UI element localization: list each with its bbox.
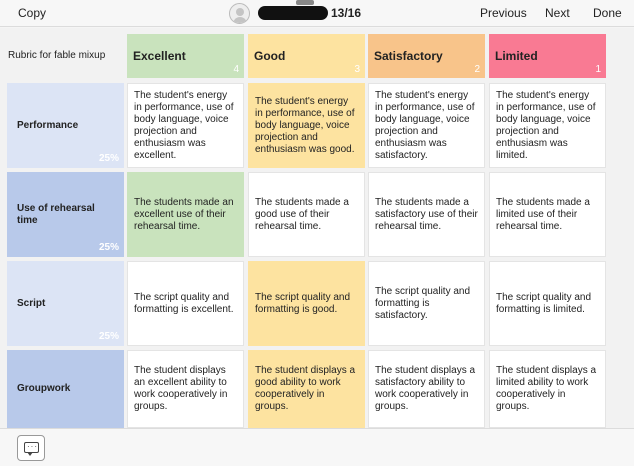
rubric-cell[interactable]: The script quality and formatting is exc… (127, 261, 244, 346)
cell-description: The student's energy in performance, use… (255, 95, 355, 155)
criterion-performance: Performance 25% (7, 83, 124, 168)
rubric-title: Rubric for fable mixup (8, 50, 106, 61)
cell-description: The student displays a good ability to w… (255, 365, 356, 412)
level-label: Limited (495, 49, 538, 63)
level-header-satisfactory: Satisfactory 2 (368, 34, 485, 78)
criterion-use-of-rehearsal-time: Use of rehearsal time 25% (7, 172, 124, 257)
level-label: Good (254, 49, 286, 63)
rubric-cell[interactable]: The students made a good use of their re… (248, 172, 365, 257)
cell-description: The students made a satisfactory use of … (375, 196, 478, 232)
rubric-cell[interactable]: The script quality and formatting is lim… (489, 261, 606, 346)
cell-description: The script quality and formatting is sat… (375, 285, 471, 321)
rubric-cell[interactable]: The student displays a limited ability t… (489, 350, 606, 428)
cell-description: The student displays a satisfactory abil… (375, 365, 476, 412)
level-score: 4 (233, 64, 239, 75)
student-avatar (229, 3, 250, 24)
criterion-script: Script 25% (7, 261, 124, 346)
level-score: 3 (354, 64, 360, 75)
cell-description: The script quality and formatting is goo… (255, 291, 351, 315)
previous-button[interactable]: Previous (480, 6, 527, 20)
cell-description: The script quality and formatting is lim… (496, 291, 592, 315)
student-counter: 13/16 (331, 6, 362, 20)
redacted-status-text (296, 0, 314, 5)
criterion-name: Performance (17, 119, 79, 131)
level-header-good: Good 3 (248, 34, 365, 78)
cell-description: The students made a limited use of their… (496, 196, 590, 232)
rubric-cell[interactable]: The student's energy in performance, use… (127, 83, 244, 168)
rubric-cell[interactable]: The student's energy in performance, use… (368, 83, 485, 168)
rubric-grid: Rubric for fable mixup Excellent 4 Good 3 Sa… (0, 28, 634, 428)
level-header-excellent: Excellent 4 (127, 34, 244, 78)
rubric-cell[interactable]: The script quality and formatting is sat… (368, 261, 485, 346)
bottom-toolbar: ··· (0, 428, 634, 466)
criterion-name: Use of rehearsal time (17, 202, 95, 226)
next-button[interactable]: Next (545, 6, 570, 20)
criterion-groupwork: Groupwork (7, 350, 124, 428)
rubric-cell[interactable]: The students made a limited use of their… (489, 172, 606, 257)
rubric-cell[interactable]: The student displays a satisfactory abil… (368, 350, 485, 428)
criterion-name: Script (17, 297, 46, 309)
rubric-cell[interactable]: The student displays a good ability to w… (248, 350, 365, 428)
level-label: Excellent (133, 49, 186, 63)
rubric-cell[interactable]: The student's energy in performance, use… (489, 83, 606, 168)
criterion-name: Groupwork (17, 383, 71, 394)
rubric-cell[interactable]: The script quality and formatting is goo… (248, 261, 365, 346)
comment-button[interactable]: ··· (17, 435, 45, 461)
cell-description: The student's energy in performance, use… (496, 89, 596, 161)
done-button[interactable]: Done (593, 6, 622, 20)
cell-description: The student's energy in performance, use… (134, 89, 234, 161)
level-score: 1 (595, 64, 601, 75)
criterion-weight: 25% (98, 153, 119, 164)
cell-description: The script quality and formatting is exc… (134, 291, 234, 315)
criterion-weight: 25% (98, 331, 119, 342)
cell-description: The students made an excellent use of th… (134, 196, 234, 232)
cell-description: The student displays a limited ability t… (496, 365, 597, 412)
criterion-weight: 25% (98, 242, 119, 253)
level-label: Satisfactory (374, 49, 443, 63)
redacted-student-name (258, 6, 328, 20)
rubric-cell[interactable]: The student's energy in performance, use… (248, 83, 365, 168)
rubric-cell[interactable]: The students made a satisfactory use of … (368, 172, 485, 257)
cell-description: The students made a good use of their re… (255, 196, 349, 232)
top-toolbar: Copy 13/16 Previous Next Done (0, 0, 634, 27)
level-header-limited: Limited 1 (489, 34, 606, 78)
cell-description: The student displays an excellent abilit… (134, 365, 228, 412)
rubric-cell[interactable]: The student displays an excellent abilit… (127, 350, 244, 428)
rubric-cell[interactable]: The students made an excellent use of th… (127, 172, 244, 257)
copy-button[interactable]: Copy (18, 6, 47, 20)
cell-description: The student's energy in performance, use… (375, 89, 475, 161)
level-score: 2 (474, 64, 480, 75)
